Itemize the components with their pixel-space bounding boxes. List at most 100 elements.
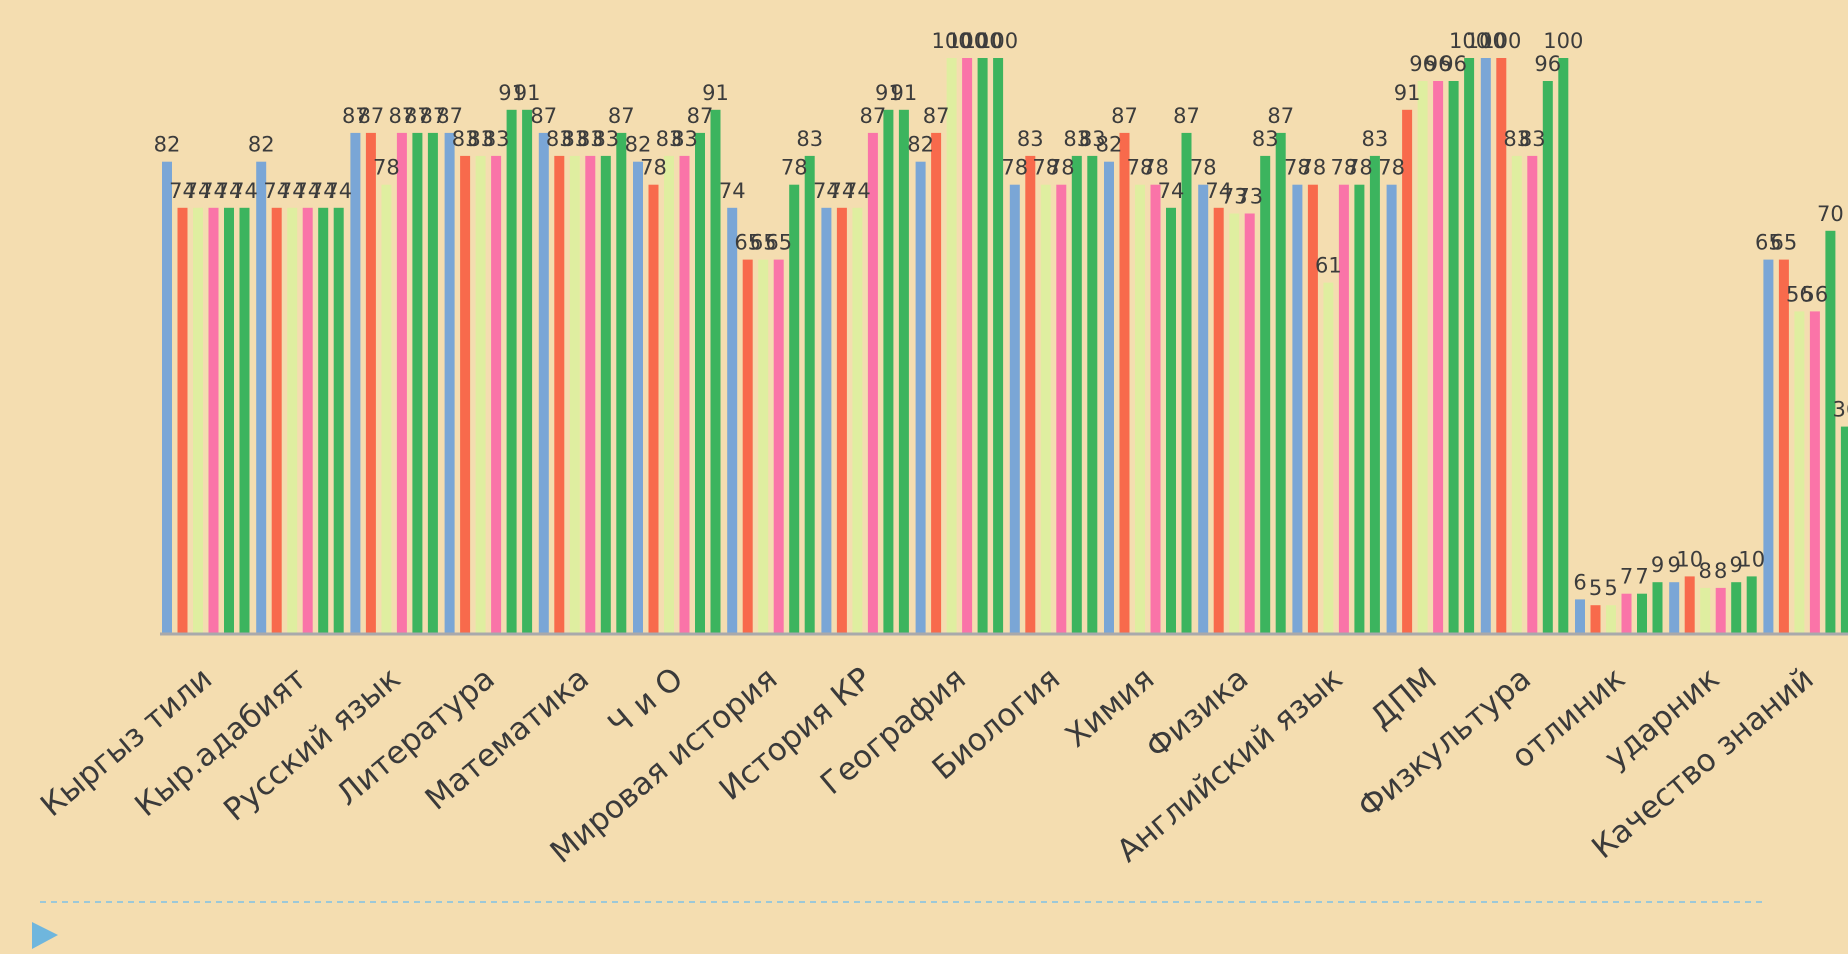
bar	[1809, 311, 1820, 634]
data-label: 9	[1668, 553, 1681, 577]
value-labels-layer: 8274747474748274747474748787788787878783…	[154, 29, 1848, 600]
data-label: 74	[185, 179, 212, 203]
data-label: 74	[279, 179, 306, 203]
bar	[1763, 259, 1774, 634]
data-label: 87	[404, 104, 431, 128]
bar	[1150, 184, 1161, 634]
data-label: 83	[1362, 127, 1389, 151]
bar	[1369, 155, 1380, 634]
data-label: 78	[1127, 156, 1154, 180]
bar	[256, 161, 267, 634]
bar	[883, 109, 894, 635]
data-label: 91	[875, 81, 902, 105]
bar	[224, 207, 234, 635]
data-label: 56	[1802, 282, 1829, 306]
data-label: 83	[1519, 127, 1546, 151]
data-label: 6	[1573, 570, 1586, 594]
bar	[1590, 605, 1601, 634]
bar	[177, 207, 188, 635]
data-label: 65	[750, 231, 777, 255]
bar	[491, 155, 502, 634]
bar	[821, 207, 832, 635]
bar	[1260, 155, 1271, 634]
data-label: 7	[1620, 565, 1633, 589]
bar	[758, 259, 769, 634]
bar	[852, 207, 863, 635]
data-label: 83	[467, 127, 494, 151]
data-label: 83	[577, 127, 604, 151]
data-label: 87	[1173, 104, 1200, 128]
bar	[1025, 155, 1036, 634]
bar	[302, 207, 313, 635]
data-label: 78	[1331, 156, 1358, 180]
data-label: 87	[860, 104, 887, 128]
data-label: 91	[514, 81, 541, 105]
bar	[1715, 587, 1726, 634]
data-label: 83	[1503, 127, 1530, 151]
bar	[1275, 132, 1286, 634]
bar	[1606, 605, 1616, 634]
data-label: 100	[1466, 29, 1506, 53]
data-label: 74	[325, 179, 352, 203]
data-label: 78	[1142, 156, 1169, 180]
bars-layer	[162, 58, 1848, 635]
bar	[1213, 207, 1224, 635]
bar	[1731, 582, 1742, 634]
bar	[1009, 184, 1020, 634]
bar	[365, 132, 376, 634]
data-label: 74	[310, 179, 337, 203]
data-label: 82	[154, 133, 181, 157]
data-label: 100	[932, 29, 972, 53]
bar	[1621, 593, 1632, 634]
bar	[162, 161, 172, 634]
bar	[1464, 58, 1475, 634]
bar	[931, 132, 942, 634]
bar	[1119, 132, 1130, 634]
bar	[616, 132, 627, 634]
data-label: 82	[1096, 133, 1123, 157]
bar	[1496, 58, 1507, 634]
bar	[1433, 81, 1444, 634]
data-label: 74	[829, 179, 856, 203]
data-label: 82	[248, 133, 275, 157]
data-label: 83	[1252, 127, 1279, 151]
data-label: 78	[1001, 156, 1028, 180]
data-label: 74	[1158, 179, 1185, 203]
data-label: 87	[389, 104, 416, 128]
bar	[569, 155, 580, 634]
bar	[1071, 155, 1082, 634]
data-label: 82	[907, 133, 934, 157]
data-label: 78	[1284, 156, 1311, 180]
bar	[789, 184, 800, 634]
data-label: 78	[1048, 156, 1075, 180]
data-label: 78	[1032, 156, 1059, 180]
bar	[1700, 587, 1711, 634]
bar	[412, 132, 423, 634]
data-label: 74	[844, 179, 871, 203]
data-label: 87	[420, 104, 447, 128]
bar	[554, 155, 565, 634]
category-label: Литература	[330, 661, 502, 813]
data-label: 78	[373, 156, 400, 180]
data-label: 74	[216, 179, 243, 203]
bar	[538, 132, 549, 634]
bar	[977, 58, 988, 634]
bar	[1135, 184, 1145, 634]
data-label: 56	[1786, 282, 1813, 306]
data-label: 10	[1738, 547, 1765, 571]
play-triangle-icon	[32, 922, 58, 949]
bar	[1511, 155, 1522, 634]
data-label: 74	[294, 179, 321, 203]
data-label: 91	[702, 81, 729, 105]
data-label: 78	[640, 156, 667, 180]
data-label: 74	[200, 179, 227, 203]
bar	[381, 184, 392, 634]
bar	[1480, 58, 1491, 634]
data-label: 10	[1676, 547, 1703, 571]
data-label: 36	[1833, 398, 1848, 422]
data-label: 83	[561, 127, 588, 151]
data-label: 9	[1730, 553, 1743, 577]
bar	[1087, 155, 1098, 634]
data-label: 100	[947, 29, 987, 53]
